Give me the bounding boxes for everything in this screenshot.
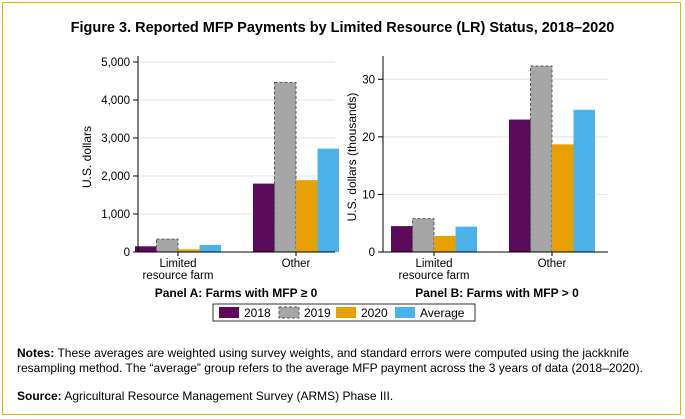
notes: Notes: These averages are weighted using…	[17, 346, 672, 376]
bar-average-other	[573, 109, 595, 253]
bar-average-other	[317, 148, 339, 252]
y-tick-label: 3,000	[101, 133, 130, 145]
bar-2019-limited-resource	[412, 218, 435, 253]
legend-label-2019: 2019	[304, 306, 331, 320]
x-tick-label: resource farm	[143, 270, 214, 282]
figure-title: Figure 3. Reported MFP Payments by Limit…	[70, 20, 615, 36]
source-text: Agricultural Resource Management Survey …	[61, 389, 394, 403]
x-tick-label: Other	[282, 258, 311, 270]
y-tick-label: 30	[362, 74, 375, 86]
y-tick-label: 1,000	[101, 209, 130, 221]
legend-swatch-2019	[278, 306, 300, 319]
x-tick-label: Limited	[159, 258, 196, 270]
y-tick-label: 0	[124, 247, 130, 259]
y-axis-label: U.S. dollars (thousands)	[345, 93, 359, 222]
x-tick-label: resource farm	[399, 270, 470, 282]
bar-2020-other	[296, 180, 318, 252]
y-tick-label: 2,000	[101, 171, 130, 183]
source: Source: Agricultural Resource Management…	[17, 389, 672, 403]
legend-swatch-average	[395, 307, 415, 318]
bar-2019-limited-resource	[156, 238, 179, 253]
bar-average-limited-resource	[199, 244, 221, 252]
legend-label-2018: 2018	[244, 306, 271, 320]
y-tick-label: 4,000	[101, 95, 130, 107]
y-tick-label: 0	[369, 247, 375, 259]
bar-2019-other	[530, 65, 553, 253]
legend-label-average: Average	[420, 306, 465, 320]
bar-2018-other	[509, 119, 531, 252]
notes-label: Notes:	[17, 346, 55, 360]
bar-2019-other	[274, 82, 297, 253]
notes-text: These averages are weighted using survey…	[17, 346, 643, 375]
y-tick-label: 20	[362, 132, 375, 144]
panel-label: Panel B: Farms with MFP > 0	[415, 286, 579, 300]
figure-charts: 0 1,000 2,000 3,000 4,000 5,000 U.S. dollars Li…	[80, 56, 608, 322]
bar-2020-limited-resource	[178, 249, 200, 252]
bar-2020-limited-resource	[434, 235, 456, 252]
legend-swatch-2020	[336, 307, 356, 318]
y-axis-label: U.S. dollars	[80, 126, 94, 188]
bar-2020-other	[552, 144, 574, 252]
y-tick-label: 10	[362, 189, 375, 201]
x-tick-label: Other	[538, 258, 567, 270]
legend-swatch-2018	[219, 307, 239, 318]
source-label: Source:	[17, 389, 62, 403]
bar-2018-limited-resource	[135, 246, 157, 252]
bar-2018-other	[253, 183, 275, 252]
legend-label-2020: 2020	[361, 306, 388, 320]
panel-label: Panel A: Farms with MFP ≥ 0	[155, 286, 318, 300]
y-tick-label: 5,000	[101, 57, 130, 69]
bar-average-limited-resource	[455, 226, 477, 252]
x-tick-label: Limited	[415, 258, 452, 270]
bar-2018-limited-resource	[391, 226, 413, 252]
